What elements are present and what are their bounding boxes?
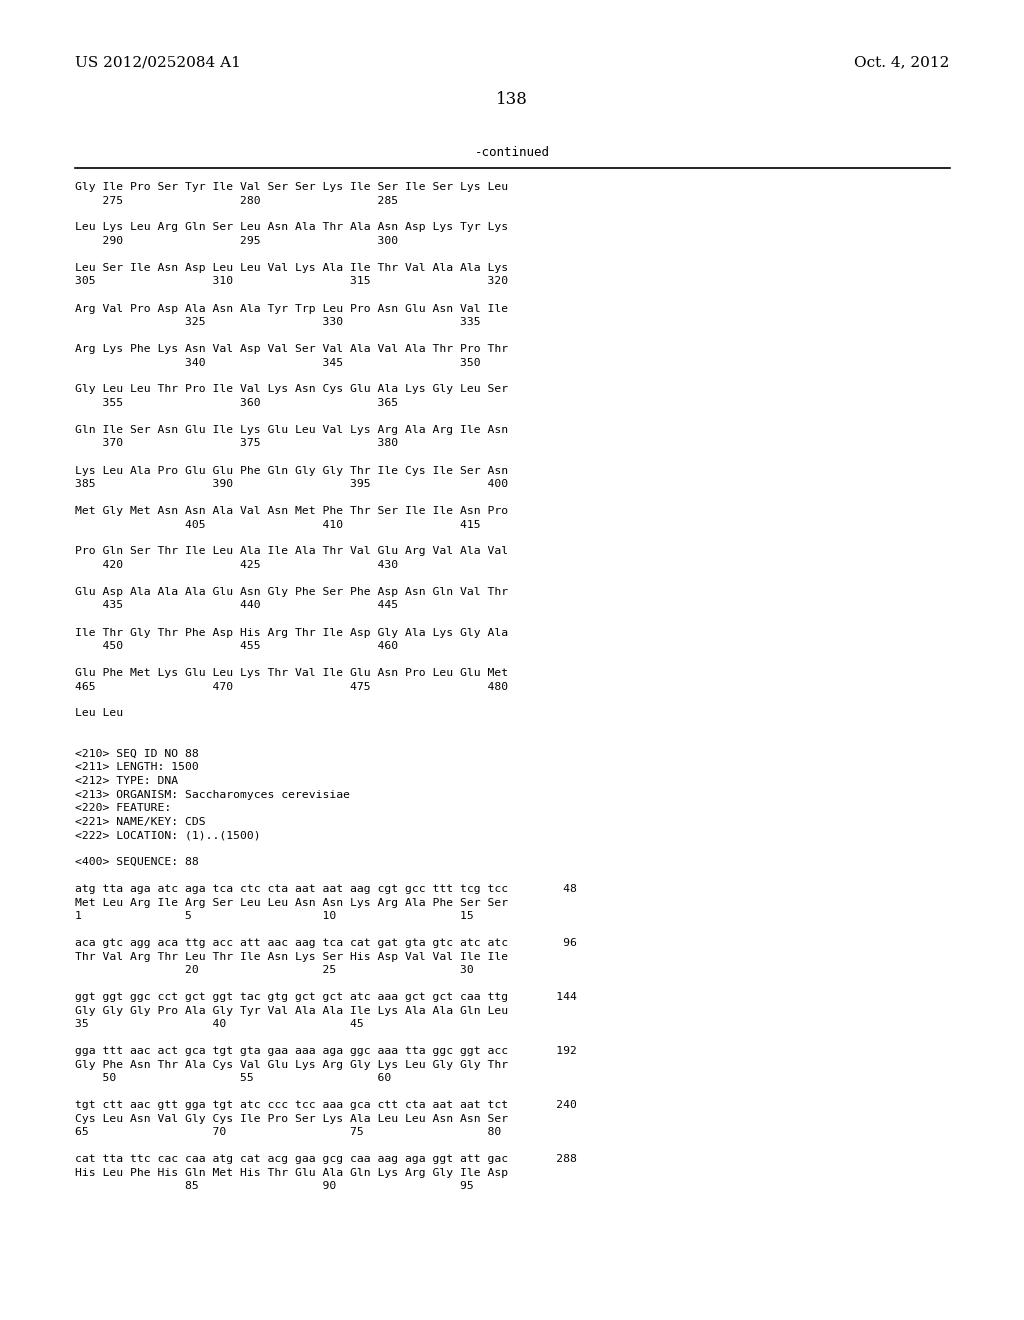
Text: atg tta aga atc aga tca ctc cta aat aat aag cgt gcc ttt tcg tcc        48: atg tta aga atc aga tca ctc cta aat aat … [75,884,577,894]
Text: <213> ORGANISM: Saccharomyces cerevisiae: <213> ORGANISM: Saccharomyces cerevisiae [75,789,350,800]
Text: Gly Phe Asn Thr Ala Cys Val Glu Lys Arg Gly Lys Leu Gly Gly Thr: Gly Phe Asn Thr Ala Cys Val Glu Lys Arg … [75,1060,508,1069]
Text: Met Gly Met Asn Asn Ala Val Asn Met Phe Thr Ser Ile Ile Asn Pro: Met Gly Met Asn Asn Ala Val Asn Met Phe … [75,506,508,516]
Text: <220> FEATURE:: <220> FEATURE: [75,803,171,813]
Text: Oct. 4, 2012: Oct. 4, 2012 [854,55,949,69]
Text: 35                  40                  45: 35 40 45 [75,1019,364,1030]
Text: tgt ctt aac gtt gga tgt atc ccc tcc aaa gca ctt cta aat aat tct       240: tgt ctt aac gtt gga tgt atc ccc tcc aaa … [75,1100,577,1110]
Text: 1               5                   10                  15: 1 5 10 15 [75,911,474,921]
Text: <212> TYPE: DNA: <212> TYPE: DNA [75,776,178,785]
Text: 340                 345                 350: 340 345 350 [75,358,480,367]
Text: <221> NAME/KEY: CDS: <221> NAME/KEY: CDS [75,817,206,826]
Text: 138: 138 [496,91,528,108]
Text: 355                 360                 365: 355 360 365 [75,399,398,408]
Text: Glu Asp Ala Ala Ala Glu Asn Gly Phe Ser Phe Asp Asn Gln Val Thr: Glu Asp Ala Ala Ala Glu Asn Gly Phe Ser … [75,587,508,597]
Text: Arg Lys Phe Lys Asn Val Asp Val Ser Val Ala Val Ala Thr Pro Thr: Arg Lys Phe Lys Asn Val Asp Val Ser Val … [75,345,508,354]
Text: Leu Leu: Leu Leu [75,709,123,718]
Text: Glu Phe Met Lys Glu Leu Lys Thr Val Ile Glu Asn Pro Leu Glu Met: Glu Phe Met Lys Glu Leu Lys Thr Val Ile … [75,668,508,678]
Text: 85                  90                  95: 85 90 95 [75,1181,474,1191]
Text: 65                  70                  75                  80: 65 70 75 80 [75,1127,502,1137]
Text: Cys Leu Asn Val Gly Cys Ile Pro Ser Lys Ala Leu Leu Asn Asn Ser: Cys Leu Asn Val Gly Cys Ile Pro Ser Lys … [75,1114,508,1123]
Text: cat tta ttc cac caa atg cat acg gaa gcg caa aag aga ggt att gac       288: cat tta ttc cac caa atg cat acg gaa gcg … [75,1154,577,1164]
Text: Thr Val Arg Thr Leu Thr Ile Asn Lys Ser His Asp Val Val Ile Ile: Thr Val Arg Thr Leu Thr Ile Asn Lys Ser … [75,952,508,961]
Text: Lys Leu Ala Pro Glu Glu Phe Gln Gly Gly Thr Ile Cys Ile Ser Asn: Lys Leu Ala Pro Glu Glu Phe Gln Gly Gly … [75,466,508,475]
Text: His Leu Phe His Gln Met His Thr Glu Ala Gln Lys Arg Gly Ile Asp: His Leu Phe His Gln Met His Thr Glu Ala … [75,1167,508,1177]
Text: Leu Ser Ile Asn Asp Leu Leu Val Lys Ala Ile Thr Val Ala Ala Lys: Leu Ser Ile Asn Asp Leu Leu Val Lys Ala … [75,263,508,273]
Text: aca gtc agg aca ttg acc att aac aag tca cat gat gta gtc atc atc        96: aca gtc agg aca ttg acc att aac aag tca … [75,939,577,948]
Text: Met Leu Arg Ile Arg Ser Leu Leu Asn Asn Lys Arg Ala Phe Ser Ser: Met Leu Arg Ile Arg Ser Leu Leu Asn Asn … [75,898,508,908]
Text: ggt ggt ggc cct gct ggt tac gtg gct gct atc aaa gct gct caa ttg       144: ggt ggt ggc cct gct ggt tac gtg gct gct … [75,993,577,1002]
Text: Pro Gln Ser Thr Ile Leu Ala Ile Ala Thr Val Glu Arg Val Ala Val: Pro Gln Ser Thr Ile Leu Ala Ile Ala Thr … [75,546,508,557]
Text: 450                 455                 460: 450 455 460 [75,642,398,651]
Text: 385                 390                 395                 400: 385 390 395 400 [75,479,508,488]
Text: 305                 310                 315                 320: 305 310 315 320 [75,276,508,286]
Text: 420                 425                 430: 420 425 430 [75,560,398,570]
Text: 275                 280                 285: 275 280 285 [75,195,398,206]
Text: gga ttt aac act gca tgt gta gaa aaa aga ggc aaa tta ggc ggt acc       192: gga ttt aac act gca tgt gta gaa aaa aga … [75,1045,577,1056]
Text: Leu Lys Leu Arg Gln Ser Leu Asn Ala Thr Ala Asn Asp Lys Tyr Lys: Leu Lys Leu Arg Gln Ser Leu Asn Ala Thr … [75,223,508,232]
Text: Ile Thr Gly Thr Phe Asp His Arg Thr Ile Asp Gly Ala Lys Gly Ala: Ile Thr Gly Thr Phe Asp His Arg Thr Ile … [75,627,508,638]
Text: US 2012/0252084 A1: US 2012/0252084 A1 [75,55,241,69]
Text: <400> SEQUENCE: 88: <400> SEQUENCE: 88 [75,857,199,867]
Text: Gly Ile Pro Ser Tyr Ile Val Ser Ser Lys Ile Ser Ile Ser Lys Leu: Gly Ile Pro Ser Tyr Ile Val Ser Ser Lys … [75,182,508,191]
Text: 290                 295                 300: 290 295 300 [75,236,398,246]
Text: Gln Ile Ser Asn Glu Ile Lys Glu Leu Val Lys Arg Ala Arg Ile Asn: Gln Ile Ser Asn Glu Ile Lys Glu Leu Val … [75,425,508,436]
Text: 405                 410                 415: 405 410 415 [75,520,480,529]
Text: 465                 470                 475                 480: 465 470 475 480 [75,681,508,692]
Text: 50                  55                  60: 50 55 60 [75,1073,391,1082]
Text: 370                 375                 380: 370 375 380 [75,438,398,449]
Text: -continued: -continued [474,145,550,158]
Text: Gly Gly Gly Pro Ala Gly Tyr Val Ala Ala Ile Lys Ala Ala Gln Leu: Gly Gly Gly Pro Ala Gly Tyr Val Ala Ala … [75,1006,508,1015]
Text: 435                 440                 445: 435 440 445 [75,601,398,610]
Text: 325                 330                 335: 325 330 335 [75,317,480,327]
Text: <211> LENGTH: 1500: <211> LENGTH: 1500 [75,763,199,772]
Text: Gly Leu Leu Thr Pro Ile Val Lys Asn Cys Glu Ala Lys Gly Leu Ser: Gly Leu Leu Thr Pro Ile Val Lys Asn Cys … [75,384,508,395]
Text: Arg Val Pro Asp Ala Asn Ala Tyr Trp Leu Pro Asn Glu Asn Val Ile: Arg Val Pro Asp Ala Asn Ala Tyr Trp Leu … [75,304,508,314]
Text: <210> SEQ ID NO 88: <210> SEQ ID NO 88 [75,748,199,759]
Text: <222> LOCATION: (1)..(1500): <222> LOCATION: (1)..(1500) [75,830,261,840]
Text: 20                  25                  30: 20 25 30 [75,965,474,975]
